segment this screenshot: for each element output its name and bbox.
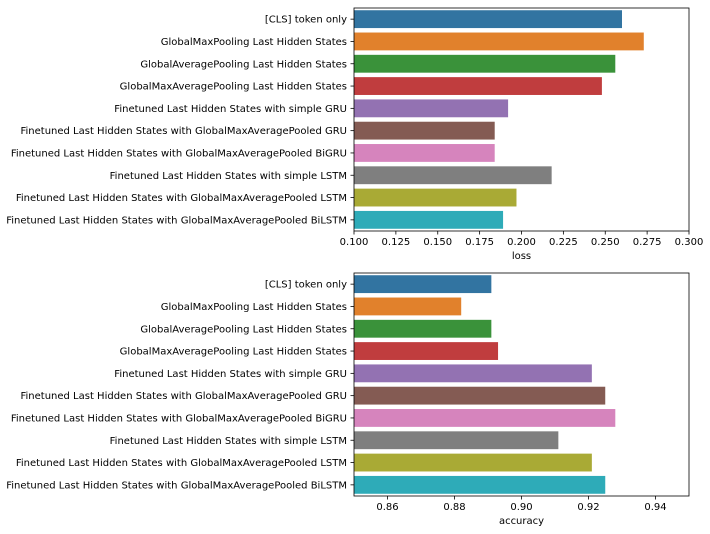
acc-category-label-3: GlobalMaxAveragePooling Last Hidden Stat… [120, 347, 347, 358]
loss-xtick-label-6: 0.250 [591, 237, 620, 248]
loss-category-label-4: Finetuned Last Hidden States with simple… [114, 104, 347, 115]
loss-xtick-label-8: 0.300 [675, 237, 704, 248]
acc-xtick-label-2: 0.90 [510, 502, 532, 513]
acc-xtick-label-0: 0.86 [376, 502, 398, 513]
acc-category-label-2: GlobalAveragePooling Last Hidden States [140, 324, 347, 335]
loss-bar-0 [354, 10, 622, 29]
acc-category-label-0: [CLS] token only [265, 280, 347, 291]
loss-bar-6 [354, 144, 495, 162]
loss-category-label-8: Finetuned Last Hidden States with Global… [16, 193, 347, 204]
acc-bar-3 [354, 342, 499, 360]
loss-bar-8 [354, 188, 517, 207]
loss-xtick-label-3: 0.175 [465, 237, 494, 248]
acc-xtick-label-3: 0.92 [577, 502, 599, 513]
loss-category-label-7: Finetuned Last Hidden States with simple… [110, 171, 347, 182]
loss-category-label-1: GlobalMaxPooling Last Hidden States [161, 37, 347, 48]
loss-bar-7 [354, 166, 552, 185]
acc-category-label-8: Finetuned Last Hidden States with Global… [16, 458, 347, 469]
loss-category-label-2: GlobalAveragePooling Last Hidden States [140, 59, 347, 70]
loss-bar-1 [354, 32, 644, 51]
acc-category-label-9: Finetuned Last Hidden States with Global… [6, 480, 347, 491]
acc-bar-6 [354, 409, 616, 427]
acc-bar-0 [354, 275, 492, 294]
loss-category-label-5: Finetuned Last Hidden States with Global… [20, 126, 347, 137]
loss-xtick-label-0: 0.100 [340, 237, 369, 248]
loss-category-label-0: [CLS] token only [265, 15, 347, 26]
loss-xtick-label-4: 0.200 [507, 237, 536, 248]
accuracy-chart: [CLS] token only GlobalMaxPooling Last Hi… [6, 272, 690, 527]
loss-xtick-label-7: 0.275 [633, 237, 662, 248]
loss-xtick-label-5: 0.225 [549, 237, 578, 248]
loss-chart: [CLS] token only GlobalMaxPooling Last Hi… [6, 7, 704, 262]
acc-bar-7 [354, 431, 559, 450]
loss-category-label-6: Finetuned Last Hidden States with Global… [11, 148, 347, 159]
acc-bar-5 [354, 386, 606, 405]
acc-category-label-4: Finetuned Last Hidden States with simple… [114, 369, 347, 380]
acc-xtick-label-1: 0.88 [443, 502, 465, 513]
acc-x-axis-label: accuracy [499, 516, 544, 527]
loss-xtick-label-1: 0.125 [382, 237, 411, 248]
loss-xtick-label-2: 0.150 [423, 237, 452, 248]
acc-category-label-1: GlobalMaxPooling Last Hidden States [161, 302, 347, 313]
acc-bar-2 [354, 319, 492, 338]
acc-category-label-6: Finetuned Last Hidden States with Global… [11, 413, 347, 424]
loss-category-label-9: Finetuned Last Hidden States with Global… [6, 215, 347, 226]
loss-bar-4 [354, 99, 509, 118]
acc-bar-8 [354, 453, 592, 472]
acc-bar-4 [354, 364, 592, 383]
loss-x-axis-label: loss [512, 251, 531, 262]
acc-category-label-5: Finetuned Last Hidden States with Global… [20, 391, 347, 402]
acc-bar-9 [354, 475, 606, 494]
loss-bar-3 [354, 77, 602, 95]
acc-bar-1 [354, 297, 462, 316]
loss-bar-2 [354, 54, 616, 73]
acc-xtick-label-4: 0.94 [644, 502, 666, 513]
loss-bar-5 [354, 121, 495, 140]
loss-category-label-3: GlobalMaxAveragePooling Last Hidden Stat… [120, 82, 347, 93]
acc-category-label-7: Finetuned Last Hidden States with simple… [110, 436, 347, 447]
loss-bar-9 [354, 210, 504, 229]
